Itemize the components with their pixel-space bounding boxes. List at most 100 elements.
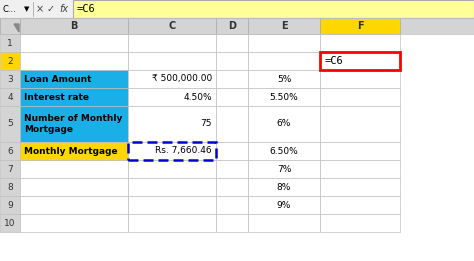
Text: D: D xyxy=(228,21,236,31)
Bar xyxy=(20,142,128,160)
Bar xyxy=(216,88,248,106)
Bar xyxy=(128,214,216,232)
Bar xyxy=(248,52,320,70)
Bar xyxy=(20,106,128,142)
Bar xyxy=(248,88,320,106)
Text: fx: fx xyxy=(59,4,68,14)
Bar xyxy=(320,214,400,232)
Text: 75: 75 xyxy=(201,120,212,128)
Text: Number of Monthly
Mortgage: Number of Monthly Mortgage xyxy=(24,114,122,134)
Bar xyxy=(216,52,248,70)
Bar xyxy=(20,106,128,142)
Bar xyxy=(128,142,216,160)
Bar xyxy=(128,106,216,142)
Bar xyxy=(128,34,216,52)
Text: 7%: 7% xyxy=(277,164,291,174)
Bar xyxy=(248,196,320,214)
Text: 10: 10 xyxy=(4,218,16,228)
Bar xyxy=(216,196,248,214)
Bar xyxy=(248,70,320,88)
Bar xyxy=(216,34,248,52)
Bar xyxy=(248,142,320,160)
Text: 3: 3 xyxy=(7,74,13,84)
Text: C...: C... xyxy=(3,4,17,14)
Bar xyxy=(20,196,128,214)
Text: =C6: =C6 xyxy=(325,56,344,66)
Text: 5: 5 xyxy=(7,120,13,128)
Bar xyxy=(0,178,20,196)
Text: 2: 2 xyxy=(7,56,13,66)
Bar xyxy=(0,70,20,88)
Bar xyxy=(320,178,400,196)
Text: ▼: ▼ xyxy=(24,6,29,12)
Bar xyxy=(128,178,216,196)
Bar xyxy=(128,88,216,106)
Text: 6.50%: 6.50% xyxy=(270,146,298,156)
Text: Interest rate: Interest rate xyxy=(24,92,89,102)
Text: 9: 9 xyxy=(7,200,13,210)
Bar xyxy=(320,142,400,160)
Text: 9%: 9% xyxy=(277,200,291,210)
Bar xyxy=(0,142,20,160)
Bar xyxy=(0,52,20,70)
Bar xyxy=(0,106,20,142)
Bar xyxy=(20,34,128,52)
Text: Monthly Mortgage: Monthly Mortgage xyxy=(24,146,118,156)
Bar xyxy=(320,196,400,214)
Bar xyxy=(128,70,216,88)
Bar xyxy=(128,142,216,160)
Text: Loan Amount: Loan Amount xyxy=(24,74,91,84)
Bar xyxy=(320,34,400,52)
Bar xyxy=(216,160,248,178)
Bar xyxy=(320,70,400,88)
Bar xyxy=(248,106,320,142)
Bar xyxy=(128,88,216,106)
Text: 1: 1 xyxy=(7,39,13,48)
Bar xyxy=(248,34,320,52)
Text: 5.50%: 5.50% xyxy=(270,92,298,102)
Bar xyxy=(128,106,216,142)
Text: B: B xyxy=(70,21,78,31)
Bar xyxy=(20,70,128,88)
Bar xyxy=(0,196,20,214)
Bar xyxy=(20,52,128,70)
Bar xyxy=(320,52,400,70)
Text: =C6: =C6 xyxy=(77,4,96,14)
Text: 6: 6 xyxy=(7,146,13,156)
Bar xyxy=(0,88,20,106)
Bar xyxy=(216,178,248,196)
Bar xyxy=(128,142,216,160)
Text: 4: 4 xyxy=(7,92,13,102)
Text: ₹ 500,000.00: ₹ 500,000.00 xyxy=(152,74,212,84)
Bar xyxy=(216,18,248,34)
Polygon shape xyxy=(14,24,19,32)
Bar xyxy=(20,70,128,88)
Bar xyxy=(128,160,216,178)
Bar xyxy=(320,160,400,178)
Bar xyxy=(320,106,400,142)
Bar xyxy=(248,214,320,232)
Text: C: C xyxy=(168,21,176,31)
Bar xyxy=(20,18,128,34)
Text: 6%: 6% xyxy=(277,120,291,128)
Bar xyxy=(73,0,474,18)
Bar xyxy=(128,52,216,70)
Text: Rs. 7,660.46: Rs. 7,660.46 xyxy=(155,146,212,156)
Bar xyxy=(20,88,128,106)
Bar xyxy=(248,160,320,178)
Bar xyxy=(20,88,128,106)
Bar xyxy=(248,178,320,196)
Text: ×: × xyxy=(36,4,44,14)
Bar xyxy=(0,18,20,34)
Bar xyxy=(248,18,320,34)
Bar xyxy=(0,160,20,178)
Bar xyxy=(20,142,128,160)
Bar xyxy=(20,178,128,196)
Text: ✓: ✓ xyxy=(47,4,55,14)
Text: 8%: 8% xyxy=(277,182,291,192)
Text: 8: 8 xyxy=(7,182,13,192)
Bar xyxy=(20,160,128,178)
Bar xyxy=(0,214,20,232)
Bar xyxy=(128,18,216,34)
Bar xyxy=(0,34,20,52)
